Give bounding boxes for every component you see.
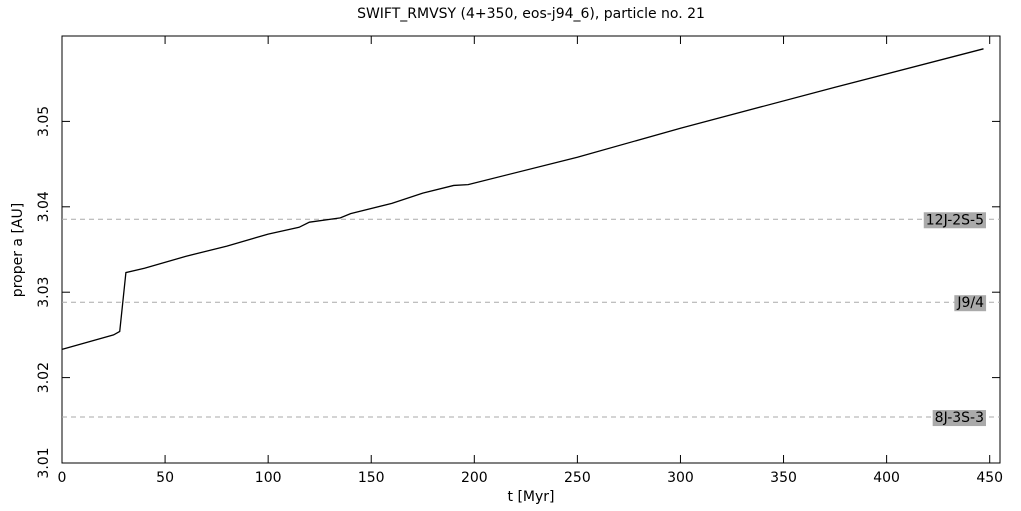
x-tick-label: 450 <box>976 470 1003 486</box>
x-tick-label: 100 <box>255 470 282 486</box>
x-axis-label: t [Myr] <box>508 489 555 505</box>
y-axis-label: proper a [AU] <box>10 203 26 297</box>
resonance-label: J9/4 <box>956 295 984 311</box>
x-tick-label: 200 <box>461 470 488 486</box>
x-tick-label: 250 <box>564 470 591 486</box>
x-tick-label: 400 <box>873 470 900 486</box>
x-tick-label: 350 <box>770 470 797 486</box>
resonance-label: 12J-2S-5 <box>926 212 984 228</box>
resonance-label: 8J-3S-3 <box>935 410 984 426</box>
x-tick-label: 300 <box>667 470 694 486</box>
chart-title: SWIFT_RMVSY (4+350, eos-j94_6), particle… <box>357 6 705 22</box>
x-tick-label: 0 <box>58 470 67 486</box>
y-tick-label: 3.01 <box>36 447 52 478</box>
x-tick-label: 50 <box>156 470 174 486</box>
y-tick-label: 3.02 <box>36 362 52 393</box>
y-tick-label: 3.05 <box>36 106 52 137</box>
resonance-label-bg <box>923 212 986 229</box>
resonance-label-bg <box>954 295 987 312</box>
resonance-label-bg <box>932 410 986 427</box>
y-tick-label: 3.03 <box>36 277 52 308</box>
data-line <box>61 48 984 351</box>
y-tick-label: 3.04 <box>36 191 52 222</box>
x-tick-label: 150 <box>358 470 385 486</box>
plot-frame <box>61 35 1001 464</box>
